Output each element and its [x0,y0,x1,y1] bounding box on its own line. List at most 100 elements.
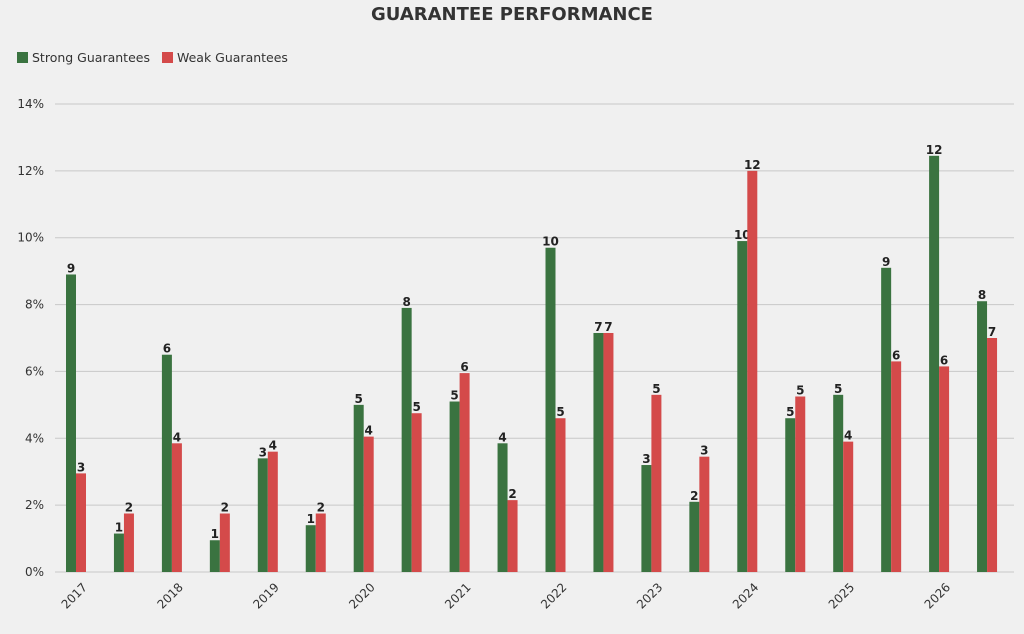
data-label: 4 [269,439,277,453]
data-label: 7 [604,320,612,334]
data-label: 5 [556,405,564,419]
bar [497,443,508,572]
y-tick-label: 14% [17,97,44,111]
data-label: 2 [508,487,516,501]
y-tick-label: 12% [17,164,44,178]
bar [795,396,806,572]
bar [987,338,998,572]
bar [66,274,76,572]
bar [593,332,604,572]
bar [555,418,566,572]
data-label: 6 [163,342,171,356]
legend-swatch-weak [161,52,173,63]
bar [113,533,124,572]
data-label: 2 [317,501,325,515]
bar [689,501,700,572]
bar [891,361,902,572]
x-tick-label: 2025 [826,580,857,611]
bar [881,267,892,572]
bar [939,366,950,572]
data-label: 10 [734,228,751,242]
data-label: 5 [786,405,794,419]
data-label: 10 [542,235,559,249]
y-tick-label: 0% [25,565,44,579]
bar [651,394,662,572]
legend: Strong Guarantees Weak Guarantees [17,50,288,65]
data-label: 3 [700,444,708,458]
bar [699,456,710,572]
bar [123,513,134,572]
x-tick-label: 2022 [538,580,569,611]
bar [315,513,326,572]
y-tick-label: 4% [25,431,44,445]
data-label: 12 [744,158,761,172]
data-label: 4 [365,424,373,438]
y-tick-label: 6% [25,364,44,378]
data-label: 1 [115,521,123,535]
data-label: 2 [125,501,133,515]
data-label: 6 [892,348,900,362]
bar [411,413,422,572]
data-label: 5 [412,400,420,414]
x-tick-label: 2018 [154,580,185,611]
data-label: 9 [882,255,890,269]
data-label: 4 [844,429,852,443]
bar [161,354,172,572]
bar [401,307,412,572]
data-label: 4 [498,430,506,444]
data-label: 3 [642,452,650,466]
x-tick-label: 2017 [59,580,90,611]
data-label: 12 [926,143,943,157]
y-tick-label: 10% [17,231,44,245]
bar [257,458,268,572]
x-tick-label: 2023 [634,580,665,611]
bar [641,465,652,572]
data-label: 6 [940,353,948,367]
bar [449,401,460,572]
data-label: 8 [978,288,986,302]
data-label: 5 [652,382,660,396]
bar [929,155,940,573]
bar [459,373,470,572]
legend-item-weak[interactable]: Weak Guarantees [161,50,288,65]
bar [171,443,182,572]
bar [785,418,796,572]
bar [363,436,374,572]
bar [545,247,556,572]
legend-label-strong: Strong Guarantees [32,50,150,65]
data-label: 7 [594,320,602,334]
data-label: 1 [211,527,219,541]
legend-item-strong[interactable]: Strong Guarantees [17,50,150,65]
legend-label-weak: Weak Guarantees [176,50,288,65]
y-tick-label: 8% [25,298,44,312]
bar [747,170,758,572]
bar [843,441,854,572]
legend-swatch-strong [17,52,28,63]
bar [209,540,220,572]
bar [305,525,316,572]
bar [833,394,844,572]
x-tick-label: 2019 [250,580,281,611]
chart-title: GUARANTEE PERFORMANCE [371,4,653,25]
data-label: 2 [221,501,229,515]
bar [353,404,364,572]
data-label: 5 [355,392,363,406]
bar [267,451,278,572]
bar [76,473,86,572]
bar [507,500,518,572]
data-label: 3 [77,460,85,474]
data-label: 5 [450,389,458,403]
bar [219,513,230,572]
data-label: 8 [402,295,410,309]
data-label: 6 [460,360,468,374]
data-label: 7 [988,325,996,339]
data-label: 5 [834,382,842,396]
data-label: 4 [173,430,181,444]
data-label: 5 [796,384,804,398]
data-label: 3 [259,445,267,459]
x-tick-label: 2026 [922,580,953,611]
bar [977,301,988,572]
y-tick-label: 2% [25,498,44,512]
x-tick-label: 2021 [442,580,473,611]
